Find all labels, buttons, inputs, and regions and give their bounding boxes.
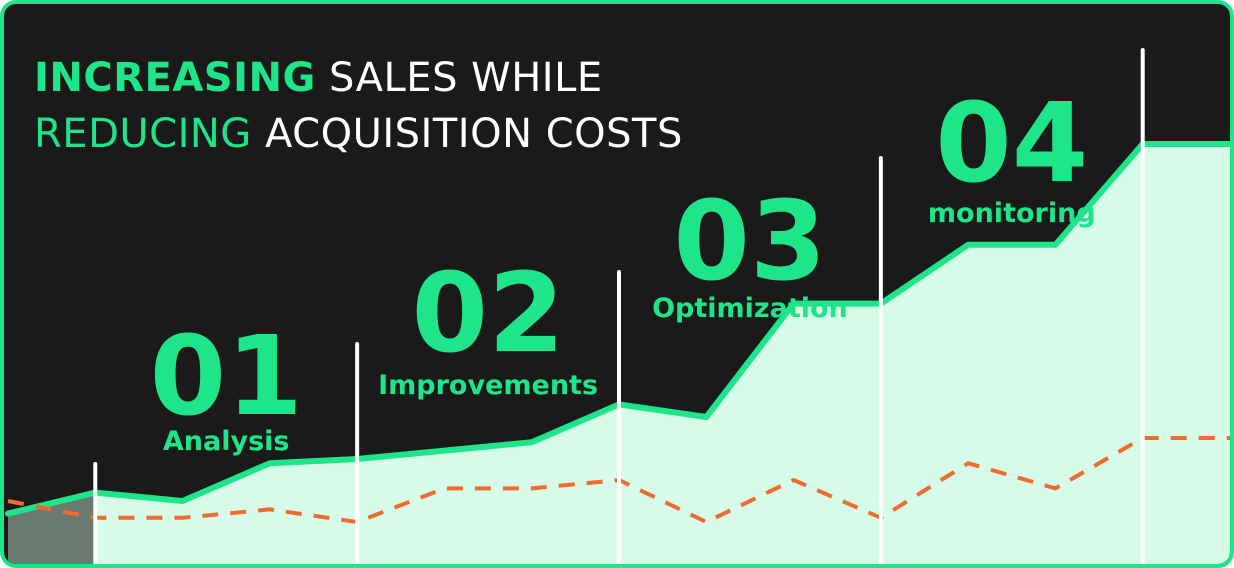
stage-number-03: 03 [673, 177, 826, 305]
stage-label-improvements: Improvements [378, 370, 598, 401]
stage-label-monitoring: monitoring [928, 198, 1096, 229]
stage-label-optimization: Optimization [652, 293, 848, 324]
chart-title: INCREASING SALES WHILE REDUCING ACQUISIT… [34, 50, 683, 162]
title-rest-sales: SALES WHILE [315, 55, 603, 101]
stage-number-02: 02 [412, 249, 565, 377]
title-line-2: REDUCING ACQUISITION COSTS [34, 106, 683, 162]
stage-number-01: 01 [150, 312, 303, 440]
title-accent-increasing: INCREASING [34, 55, 316, 101]
title-rest-costs: ACQUISITION COSTS [251, 111, 683, 157]
stage-label-analysis: Analysis [163, 426, 290, 457]
stage-number-04: 04 [935, 79, 1088, 207]
title-line-1: INCREASING SALES WHILE [34, 50, 683, 106]
title-accent-reducing: REDUCING [34, 111, 252, 157]
